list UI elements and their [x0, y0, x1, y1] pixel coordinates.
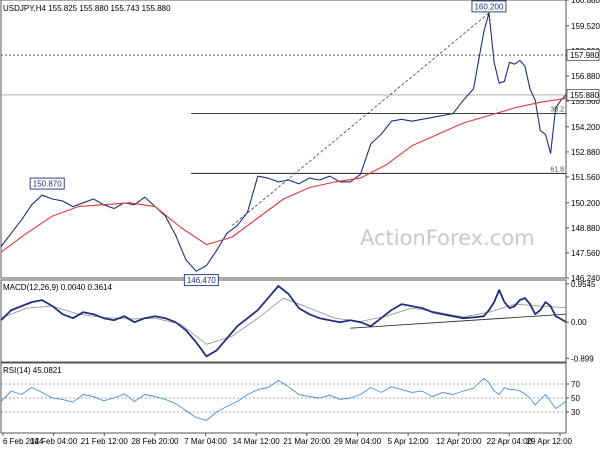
x-tick-label: 14 Feb 04:00	[30, 437, 78, 446]
axis-price-marker-label: 155.880	[570, 91, 599, 100]
y-tick-label: 148.880	[571, 224, 600, 233]
y-tick-label: 0.9545	[571, 280, 596, 289]
y-tick-label: 147.560	[571, 249, 600, 258]
rsi-series	[0, 377, 567, 421]
y-tick-label: 155.560	[571, 97, 600, 106]
rsi-pane: 70 50 30	[0, 377, 580, 421]
trend-dashed-line	[231, 12, 490, 226]
macd-pane-title: MACD(12,26,9) 0.0040 0.3614	[3, 283, 113, 292]
x-tick-label: 7 Mar 04:00	[184, 437, 227, 446]
pane-frame	[0, 0, 567, 279]
axis-price-marker-label: 157.980	[570, 51, 599, 60]
price-label-box	[29, 177, 65, 190]
rsi-pane-title: RSI(14) 45.0821	[3, 366, 62, 375]
axis-price-marker	[566, 89, 600, 101]
fibonacci-level-label: 38.2	[550, 107, 564, 114]
y-tick-label: 0.00	[571, 318, 587, 327]
axis-price-marker	[566, 49, 600, 61]
macd-series	[0, 285, 567, 358]
price-label-text: 160.200	[474, 2, 503, 11]
x-tick-label: 21 Mar 20:00	[283, 437, 331, 446]
x-tick-label: 29 Apr 12:00	[527, 437, 573, 446]
fibonacci-level-label: 61.8	[550, 166, 564, 173]
x-tick-label: 29 Mar 04:00	[334, 437, 382, 446]
moving-average-series	[0, 97, 567, 253]
macd-trendline	[350, 313, 567, 329]
price-pane: 38.2 61.8 160.200 150.870 146.470 160.880 159.…	[0, 0, 600, 287]
y-tick-label: 154.200	[571, 123, 600, 132]
y-tick-label: 50	[571, 394, 580, 403]
price-pane-title: USDJPY,H4 155.825 155.880 155.743 155.88…	[3, 4, 171, 13]
y-tick-label: 156.880	[571, 72, 600, 81]
y-tick-label: 70	[571, 380, 580, 389]
price-label-box	[183, 274, 219, 287]
y-tick-label: 30	[571, 408, 580, 417]
price-label-text: 150.870	[33, 180, 62, 189]
y-tick-label: 150.200	[571, 199, 600, 208]
x-tick-label: 22 Apr 04:00	[487, 437, 533, 446]
y-tick-label: 152.880	[571, 148, 600, 157]
signal-series	[0, 297, 567, 345]
x-tick-label: 21 Feb 12:00	[81, 437, 129, 446]
y-tick-label: 151.560	[571, 173, 600, 182]
y-tick-label: -0.899	[571, 354, 594, 363]
y-tick-label: 159.520	[571, 22, 600, 31]
x-tick-label: 6 Feb 2024	[3, 437, 44, 446]
price-series	[0, 12, 567, 272]
x-tick-label: 28 Feb 20:00	[131, 437, 179, 446]
y-tick-label: 146.240	[571, 274, 600, 283]
pane-frame	[0, 279, 567, 363]
x-tick-label: 5 Apr 12:00	[388, 437, 429, 446]
price-label-text: 146.470	[187, 276, 216, 285]
x-tick-label: 14 Mar 12:00	[233, 437, 281, 446]
macd-pane: 0.9545 0.00 -0.899	[0, 280, 596, 363]
price-label-box	[471, 0, 507, 13]
watermark: ActionForex.com	[360, 226, 535, 250]
y-tick-label: 160.880	[571, 0, 600, 5]
x-tick-label: 12 Apr 20:00	[436, 437, 482, 446]
